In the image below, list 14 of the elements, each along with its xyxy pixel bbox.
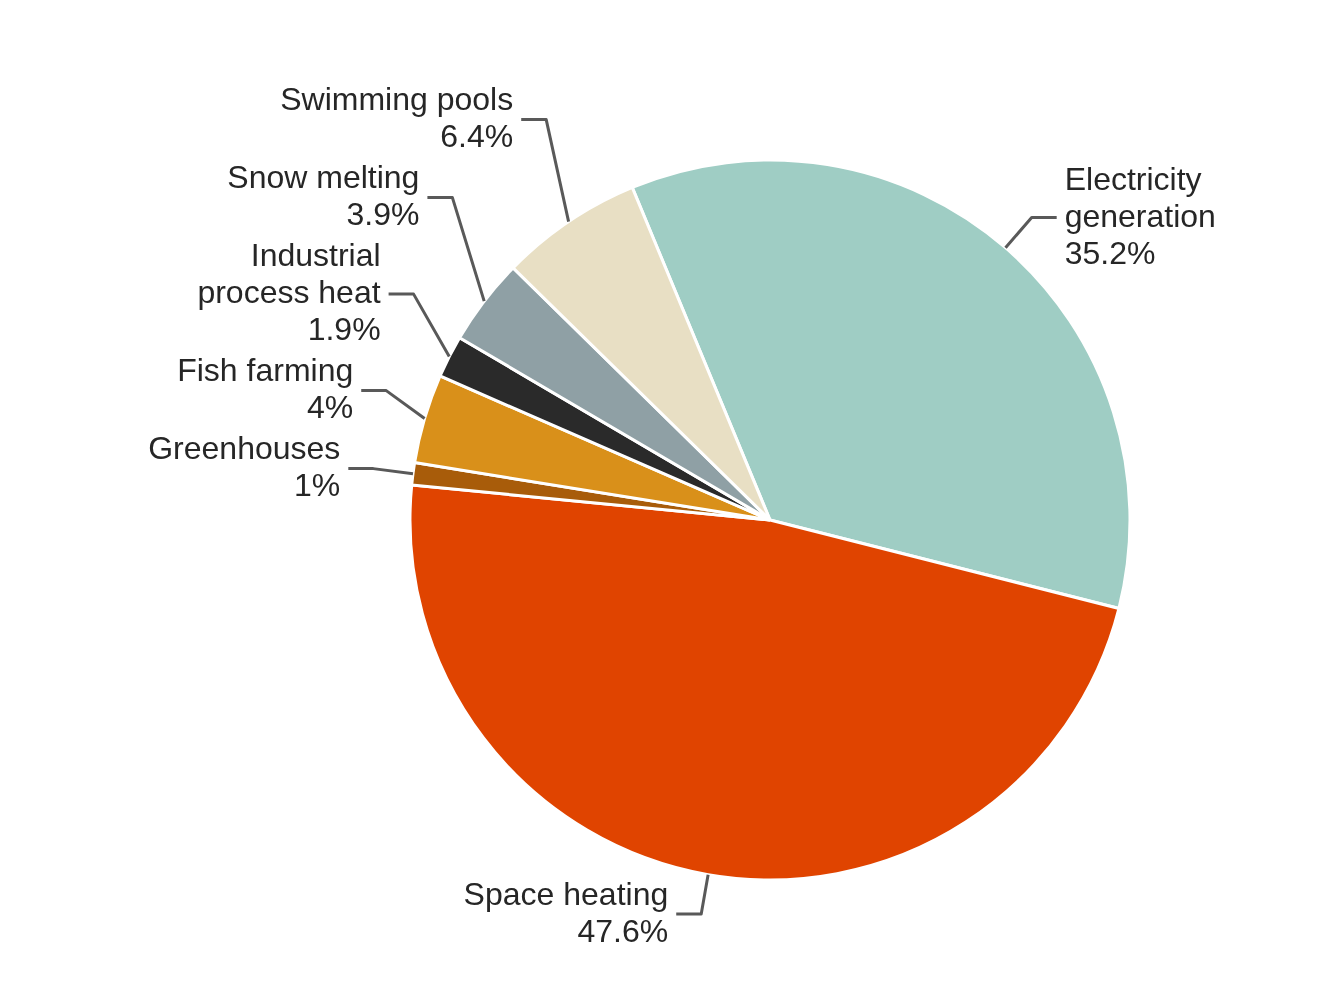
slice-label: Industrial process heat bbox=[197, 237, 381, 311]
slice-label: Snow melting bbox=[227, 159, 420, 196]
data-label: 4% bbox=[306, 389, 354, 426]
data-label: 6.4% bbox=[440, 118, 514, 155]
slice-label: Electricity generation bbox=[1064, 160, 1216, 234]
data-label: 35.2% bbox=[1064, 234, 1156, 271]
slice-label: Swimming pools bbox=[280, 81, 514, 118]
data-label: 1.9% bbox=[307, 311, 381, 348]
data-label: 47.6% bbox=[577, 912, 669, 949]
data-label: 3.9% bbox=[346, 196, 420, 233]
slice-label: Space heating bbox=[463, 875, 669, 912]
slice-label: Greenhouses bbox=[148, 430, 341, 467]
data-label: 1% bbox=[294, 467, 341, 504]
slice-label: Fish farming bbox=[177, 352, 354, 389]
